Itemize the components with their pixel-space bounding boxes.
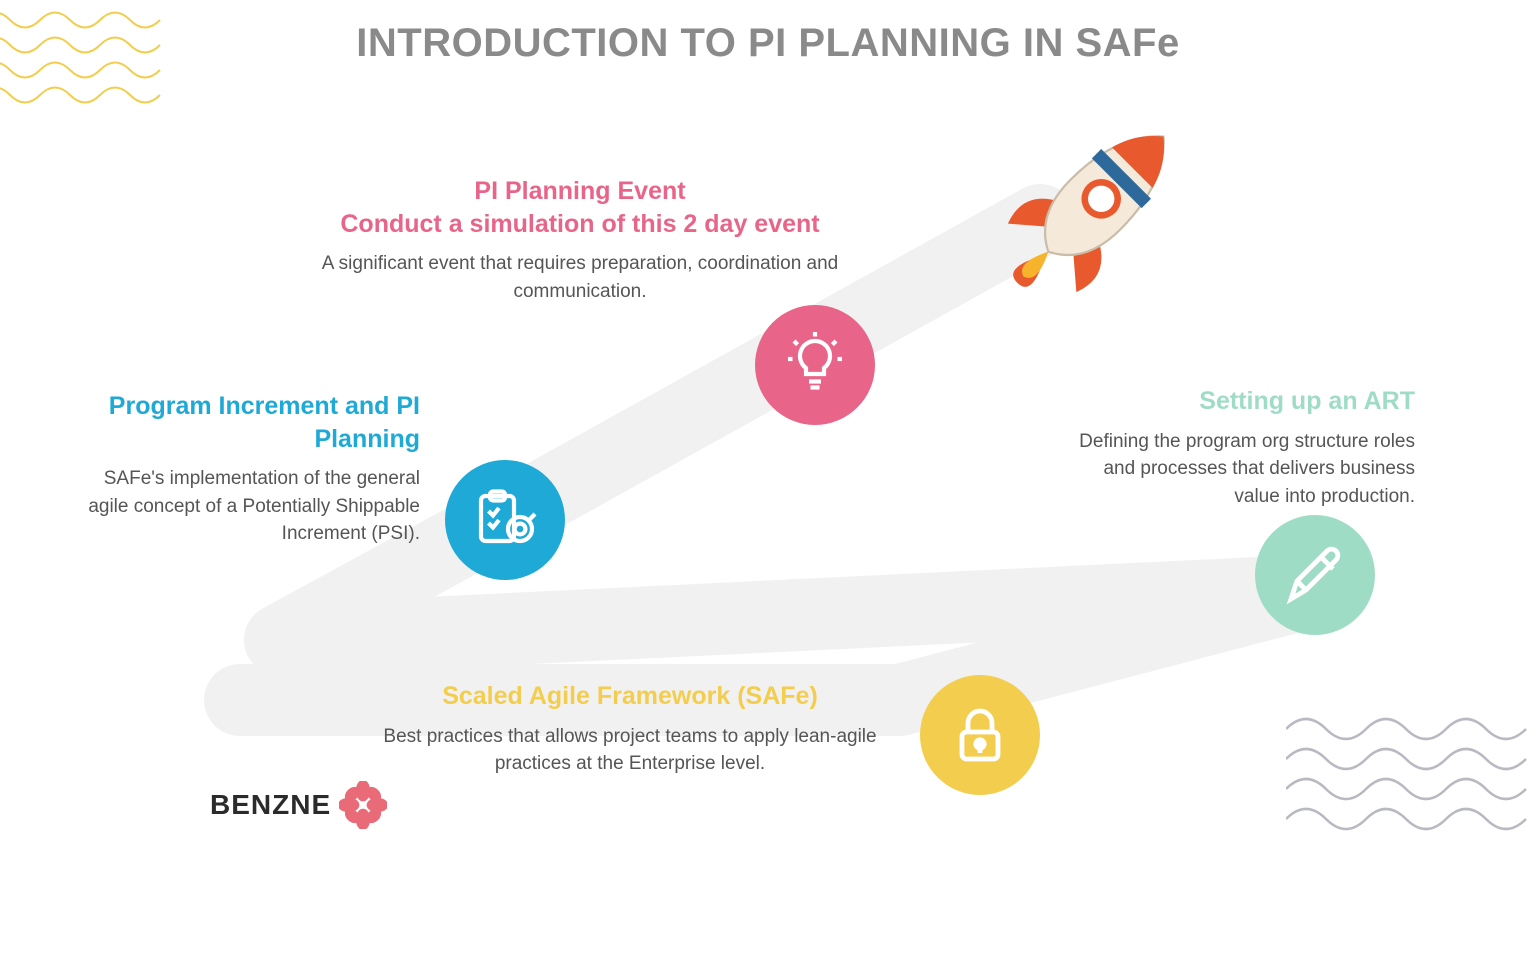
section-event-body: A significant event that requires prepar… xyxy=(260,250,900,305)
waves-decoration xyxy=(1286,709,1536,849)
brand-logo-text: BENZNE xyxy=(210,789,331,821)
dot-grid-decoration xyxy=(0,644,240,964)
section-art-body: Defining the program org structure roles… xyxy=(1065,428,1415,511)
node-safe-circle xyxy=(920,675,1040,795)
lock-icon xyxy=(944,699,1016,771)
pencil-icon xyxy=(1279,539,1351,611)
waves-decoration xyxy=(0,0,180,120)
section-art-heading: Setting up an ART xyxy=(1065,385,1415,418)
node-art-circle xyxy=(1255,515,1375,635)
section-safe-body: Best practices that allows project teams… xyxy=(350,723,910,778)
section-safe: Scaled Agile Framework (SAFe) Best pract… xyxy=(350,680,910,778)
section-pi-body: SAFe's implementation of the general agi… xyxy=(70,465,420,548)
flower-icon xyxy=(339,781,387,829)
section-pi-heading: Program Increment and PI Planning xyxy=(70,390,420,455)
section-art: Setting up an ART Defining the program o… xyxy=(1065,385,1415,510)
brand-logo: BENZNE xyxy=(210,781,387,829)
section-event-heading: PI Planning Event Conduct a simulation o… xyxy=(260,175,900,240)
page-title: INTRODUCTION TO PI PLANNING IN SAFe xyxy=(318,18,1218,68)
node-pi-circle xyxy=(445,460,565,580)
dot-grid-decoration xyxy=(1236,0,1536,260)
section-pi: Program Increment and PI Planning SAFe's… xyxy=(70,390,420,548)
clipboard-target-icon xyxy=(469,484,541,556)
section-event: PI Planning Event Conduct a simulation o… xyxy=(260,175,900,305)
rocket-icon xyxy=(985,95,1205,315)
node-event-circle xyxy=(755,305,875,425)
lightbulb-icon xyxy=(779,329,851,401)
section-safe-heading: Scaled Agile Framework (SAFe) xyxy=(350,680,910,713)
